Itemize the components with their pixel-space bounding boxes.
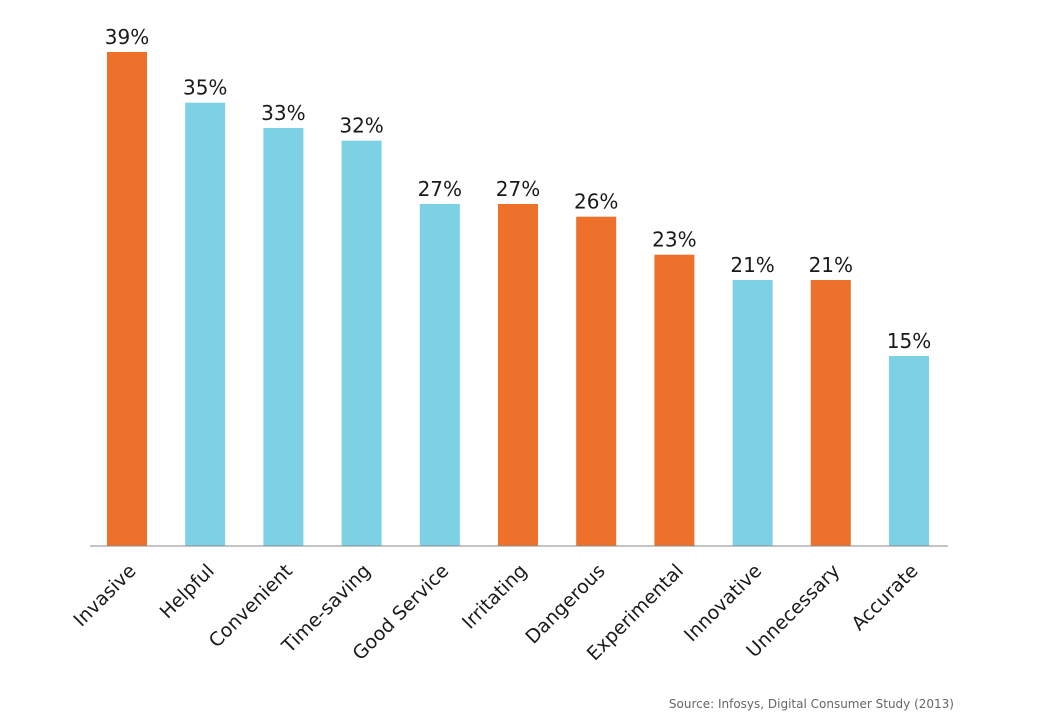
bar-experimental — [654, 254, 695, 546]
bar-convenient — [263, 128, 304, 546]
value-label-invasive: 39% — [105, 25, 149, 49]
category-label-helpful: Helpful — [156, 560, 219, 623]
category-label-innovative: Innovative — [680, 560, 766, 646]
value-labels-group: 39% 35% 33% 32% 27% 27% 26% 23% 21% 21% 15% — [105, 25, 931, 353]
bar-invasive — [107, 52, 147, 546]
value-label-accurate: 15% — [887, 329, 931, 353]
bar-unnecessary — [810, 280, 851, 546]
category-label-invasive: Invasive — [69, 560, 140, 631]
value-label-good-service: 27% — [418, 177, 462, 201]
bar-accurate — [889, 356, 929, 546]
bar-helpful — [185, 102, 226, 546]
bar-irritating — [498, 204, 538, 546]
bar-time-saving — [341, 140, 382, 546]
category-label-accurate: Accurate — [847, 560, 922, 635]
category-label-irritating: Irritating — [458, 560, 532, 634]
value-label-innovative: 21% — [730, 253, 774, 277]
bar-dangerous — [576, 216, 617, 546]
bar-innovative — [732, 280, 773, 546]
category-labels-group: Invasive HelpfulConvenientTime-savingGood… — [69, 560, 922, 665]
source-note: Source: Infosys, Digital Consumer Study … — [668, 697, 954, 711]
bar-good-service — [419, 204, 460, 546]
value-label-irritating: 27% — [496, 177, 540, 201]
value-label-dangerous: 26% — [574, 190, 618, 214]
value-label-experimental: 23% — [652, 228, 696, 252]
value-label-time-saving: 32% — [339, 114, 383, 138]
value-label-helpful: 35% — [183, 76, 227, 100]
value-label-unnecessary: 21% — [809, 253, 853, 277]
bars-group — [107, 52, 929, 546]
value-label-convenient: 33% — [261, 101, 305, 125]
